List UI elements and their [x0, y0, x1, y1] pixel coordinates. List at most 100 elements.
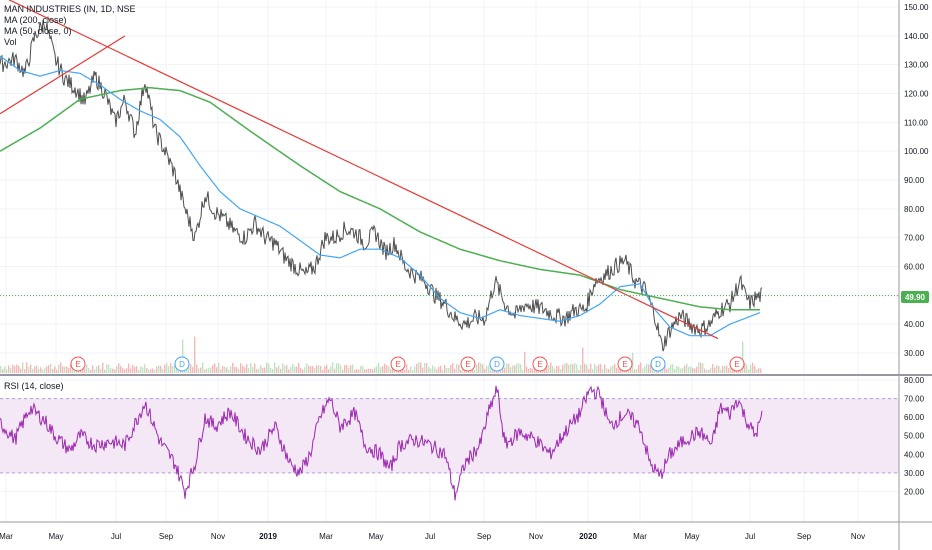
- volume-bar: [52, 368, 54, 373]
- rsi-line: [0, 385, 763, 501]
- volume-bar: [364, 369, 366, 373]
- volume-bar: [442, 369, 444, 373]
- volume-bar: [54, 366, 56, 373]
- earnings-marker[interactable]: E: [729, 356, 745, 372]
- earnings-marker[interactable]: E: [532, 356, 548, 372]
- dividend-marker[interactable]: D: [489, 356, 505, 372]
- volume-bar: [88, 367, 90, 373]
- volume-bar: [332, 362, 334, 373]
- volume-bar: [212, 365, 214, 373]
- volume-bar: [344, 365, 346, 373]
- volume-bar: [66, 366, 68, 373]
- volume-bar: [220, 369, 222, 373]
- time-tick-label: Nov: [211, 532, 225, 541]
- volume-bar: [680, 368, 682, 373]
- volume-bar: [692, 367, 694, 373]
- volume-bar: [598, 364, 600, 373]
- volume-bar: [336, 363, 338, 373]
- time-tick-label: Nov: [851, 532, 865, 541]
- price-axis[interactable]: 150.00 140.00 130.00 120.00 110.00 100.00 90.0…: [904, 3, 929, 358]
- volume-bar: [366, 369, 368, 373]
- trendline[interactable]: [0, 35, 126, 115]
- volume-bar: [314, 368, 316, 373]
- volume-bar: [452, 363, 454, 373]
- volume-bar: [298, 362, 300, 373]
- volume-bar: [46, 366, 48, 373]
- volume-bar: [144, 364, 146, 373]
- volume-bar: [714, 367, 716, 373]
- volume-bar: [122, 367, 124, 373]
- rsi-tick-label: 80.00: [904, 376, 925, 385]
- time-tick-label: Jul: [111, 532, 121, 541]
- volume-bar: [346, 364, 348, 373]
- volume-bar: [114, 369, 116, 373]
- volume-bar: [454, 368, 456, 373]
- volume-bar: [534, 368, 536, 373]
- volume-bar: [368, 368, 370, 373]
- time-tick-label: May: [48, 532, 63, 541]
- volume-bar: [188, 366, 190, 373]
- rsi-axis[interactable]: 80.00 70.00 60.00 50.00 40.00 30.00 20.00: [904, 376, 925, 496]
- volume-bar: [58, 364, 60, 373]
- volume-bar: [688, 366, 690, 373]
- volume-bar: [140, 366, 142, 373]
- volume-bar: [232, 362, 234, 373]
- volume-bar: [70, 364, 72, 373]
- volume-bar: [376, 366, 378, 373]
- volume-bar: [258, 368, 260, 373]
- last-price-text: 49.90: [905, 293, 926, 302]
- price-tick-label: 70.00: [904, 234, 925, 243]
- legend-symbol[interactable]: MAN INDUSTRIES (IN, 1D, NSE: [4, 4, 136, 14]
- earnings-marker[interactable]: E: [617, 356, 633, 372]
- volume-bar: [528, 368, 530, 373]
- volume-bar: [748, 369, 750, 373]
- volume-bar: [24, 369, 26, 373]
- volume-bar: [670, 364, 672, 373]
- volume-bar: [524, 351, 526, 373]
- volume-bar: [750, 364, 752, 373]
- volume-bar: [282, 363, 284, 373]
- legend-ma50[interactable]: MA (50, close, 0): [4, 26, 72, 36]
- time-axis[interactable]: Mar May Jul Sep Nov 2019 Mar May Jul Sep Nov 2020 Ma…: [0, 532, 865, 541]
- time-tick-label: Sep: [159, 532, 174, 541]
- volume-bar: [150, 369, 152, 373]
- trendline[interactable]: [0, 0, 719, 340]
- volume-bar: [552, 365, 554, 373]
- volume-bar: [104, 369, 106, 373]
- rsi-band: [0, 398, 899, 473]
- volume-bar: [698, 362, 700, 373]
- volume-bar: [330, 366, 332, 373]
- volume-bar: [136, 366, 138, 373]
- price-tick-label: 150.00: [904, 3, 929, 12]
- legend-vol[interactable]: Vol: [4, 37, 17, 47]
- volume-bar: [84, 368, 86, 373]
- volume-bar: [208, 368, 210, 373]
- earnings-marker[interactable]: E: [460, 356, 476, 372]
- volume-bar: [510, 367, 512, 373]
- legend-ma200[interactable]: MA (200, close): [4, 15, 67, 25]
- volume-bar: [36, 365, 38, 373]
- volume-bar: [706, 369, 708, 373]
- dividend-marker[interactable]: D: [650, 356, 666, 372]
- volume-bar: [134, 366, 136, 373]
- earnings-marker[interactable]: E: [390, 356, 406, 372]
- earnings-marker[interactable]: E: [70, 356, 86, 372]
- event-circle: [489, 356, 505, 372]
- volume-bar: [2, 369, 4, 373]
- dividend-marker[interactable]: D: [174, 356, 190, 372]
- volume-bar: [182, 339, 184, 373]
- volume-bar: [426, 363, 428, 373]
- volume-bar: [4, 366, 6, 373]
- volume-bar: [40, 367, 42, 373]
- volume-bar: [744, 362, 746, 373]
- volume-bar: [90, 369, 92, 373]
- volume-bar: [728, 368, 730, 373]
- volume-bar: [250, 362, 252, 373]
- volume-bar: [662, 367, 664, 373]
- volume-bar: [668, 367, 670, 373]
- volume-bar: [8, 365, 10, 373]
- price-tick-label: 130.00: [904, 61, 929, 70]
- legend-rsi-label[interactable]: RSI (14, close): [4, 381, 64, 391]
